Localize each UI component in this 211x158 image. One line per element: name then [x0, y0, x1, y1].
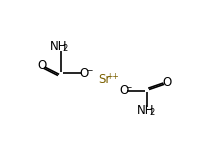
Text: −: −: [125, 83, 131, 92]
Text: O: O: [80, 67, 89, 80]
Text: O: O: [162, 76, 172, 89]
Text: 2: 2: [63, 44, 68, 53]
Text: −: −: [86, 66, 92, 75]
Text: O: O: [37, 59, 47, 72]
Text: 2: 2: [149, 108, 155, 117]
Text: O: O: [119, 84, 128, 97]
Text: NH: NH: [50, 40, 68, 53]
Text: NH: NH: [137, 104, 154, 117]
Text: Sr: Sr: [98, 73, 110, 86]
Text: ++: ++: [106, 72, 119, 81]
